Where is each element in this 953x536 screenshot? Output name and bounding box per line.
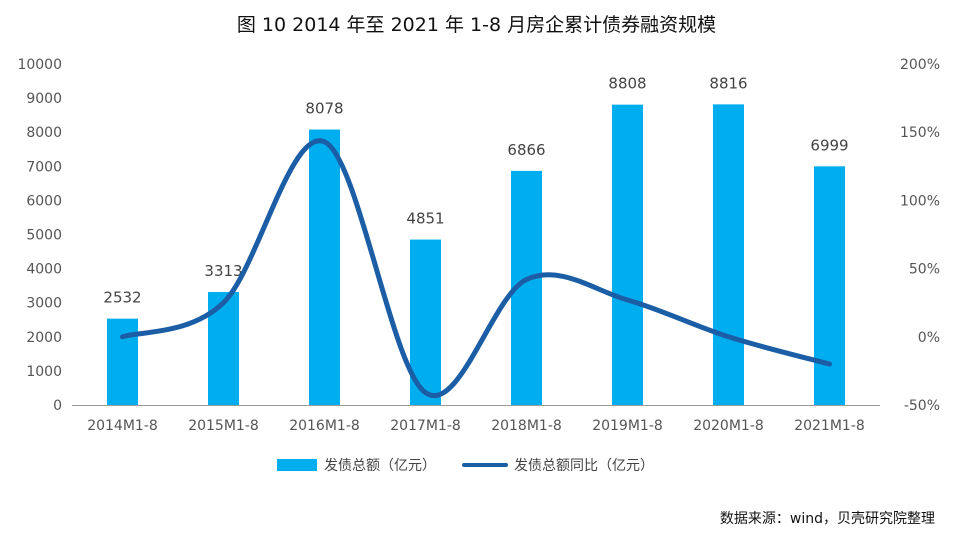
left-y-tick-label: 7000	[26, 159, 62, 175]
left-y-tick-label: 9000	[26, 91, 62, 107]
x-tick-label: 2019M1-8	[592, 418, 663, 434]
left-y-tick-label: 5000	[26, 228, 62, 244]
legend: 发债总额（亿元） 发债总额同比（亿元）	[277, 458, 654, 474]
bar-data-label: 8078	[305, 100, 343, 118]
chart-title: 图 10 2014 年至 2021 年 1-8 月房企累计债券融资规模	[236, 14, 717, 36]
legend-bar-swatch	[277, 459, 317, 471]
bar-data-label: 6999	[810, 136, 848, 154]
left-y-tick-label: 3000	[26, 296, 62, 312]
left-y-tick-label: 6000	[26, 193, 62, 209]
bar-data-label: 3313	[204, 262, 242, 280]
bar-data-label: 8808	[608, 75, 646, 93]
x-tick-label: 2014M1-8	[87, 418, 158, 434]
right-y-tick-label: 0%	[918, 330, 940, 346]
left-y-tick-label: 0	[53, 398, 62, 414]
x-tick-label: 2020M1-8	[693, 418, 764, 434]
left-y-tick-label: 8000	[26, 125, 62, 141]
bar-2019M1-8	[612, 104, 643, 405]
right-y-tick-label: 200%	[900, 57, 940, 73]
right-y-tick-label: 150%	[900, 125, 940, 141]
bar-2020M1-8	[713, 104, 744, 406]
legend-line-label: 发债总额同比（亿元）	[514, 458, 654, 474]
bar-data-label: 2532	[103, 289, 141, 307]
growth-line-series	[120, 138, 832, 398]
x-tick-label: 2017M1-8	[390, 418, 461, 434]
left-y-tick-label: 4000	[26, 262, 62, 278]
left-y-axis: 0 1000 2000 3000 4000 5000 6000 7000 8000 9000 100…	[17, 57, 62, 414]
source-note: 数据来源：wind，贝壳研究院整理	[719, 511, 935, 527]
right-y-tick-label: 50%	[909, 262, 940, 278]
right-y-tick-label: 100%	[900, 193, 940, 209]
bar-2016M1-8	[309, 129, 340, 405]
x-tick-label: 2016M1-8	[289, 418, 360, 434]
bar-data-labels: 2532 3313 8078 4851 6866 8808 8816 6999	[103, 74, 848, 306]
left-y-tick-label: 2000	[26, 330, 62, 346]
legend-bar-label: 发债总额（亿元）	[324, 458, 436, 474]
x-tick-label: 2015M1-8	[188, 418, 259, 434]
bar-data-label: 8816	[709, 74, 747, 92]
x-tick-label: 2018M1-8	[491, 418, 562, 434]
bar-data-label: 6866	[507, 141, 545, 159]
bar-2021M1-8	[814, 166, 845, 405]
left-y-tick-label: 10000	[17, 57, 62, 73]
bar-2014M1-8	[107, 318, 138, 405]
right-y-axis: -50% 0% 50% 100% 150% 200%	[900, 57, 940, 414]
x-tick-label: 2021M1-8	[794, 418, 865, 434]
bar-data-label: 4851	[406, 210, 444, 228]
x-axis: 2014M1-8 2015M1-8 2016M1-8 2017M1-8 2018M1-8…	[87, 418, 865, 434]
left-y-tick-label: 1000	[26, 364, 62, 380]
bar-series	[107, 104, 845, 406]
right-y-tick-label: -50%	[904, 398, 940, 414]
